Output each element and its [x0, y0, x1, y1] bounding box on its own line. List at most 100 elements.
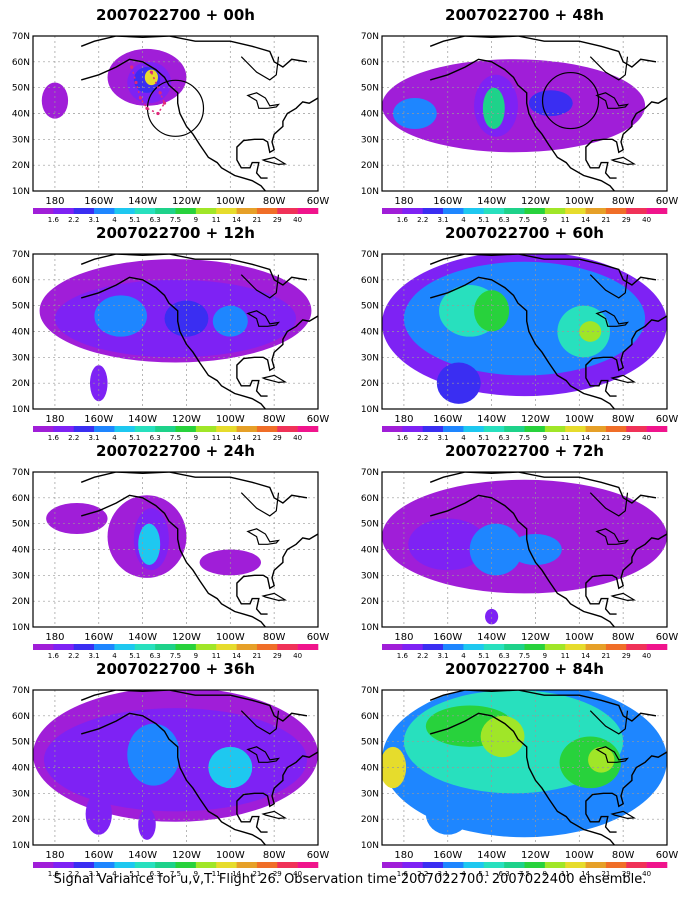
variance-contour [469, 523, 523, 576]
colorbar-label: 21 [601, 870, 610, 878]
colorbar-swatch [524, 426, 546, 432]
colorbar-swatch [565, 862, 586, 868]
coastline [430, 712, 616, 845]
colorbar-label: 21 [252, 216, 261, 224]
colorbar-swatch [585, 426, 607, 432]
colorbar-label: 29 [273, 216, 282, 224]
lat-tick-label: 40N [361, 328, 379, 338]
colorbar-swatch [544, 208, 566, 214]
colorbar-label: 1.6 [48, 870, 60, 878]
colorbar-label: 2.2 [68, 216, 79, 224]
colorbar-swatch [236, 644, 258, 650]
colorbar-label: 29 [273, 870, 282, 878]
lat-tick-label: 60N [361, 494, 379, 504]
map-panel: 2007022700 + 12h 10N 20N 30N 40N 50N 60N 70N 180… [3, 224, 348, 442]
colorbar-swatch [114, 862, 136, 868]
colorbar-label: 21 [601, 216, 610, 224]
caribbean-islands [610, 374, 637, 384]
lat-tick-label: 30N [361, 789, 379, 799]
colorbar-swatch [53, 426, 75, 432]
panel-title: 2007022700 + 12h [96, 224, 255, 242]
lon-tick-label: 180 [45, 414, 64, 425]
variance-contour [485, 608, 499, 625]
map-panel: 2007022700 + 60h 10N 20N 30N 40N 50N 60N 70N 180… [352, 224, 697, 442]
colorbar-swatch [256, 426, 278, 432]
colorbar-swatch [646, 862, 668, 868]
colorbar-swatch [195, 862, 217, 868]
panel-title: 2007022700 + 48h [445, 6, 604, 24]
lat-tick-label: 10N [361, 187, 379, 197]
colorbar-swatch [94, 426, 115, 432]
lon-tick-label: 180 [394, 196, 413, 207]
colorbar-label: 11 [561, 216, 570, 224]
coastline [429, 254, 657, 286]
coastline [585, 97, 667, 179]
colorbar-swatch [565, 644, 586, 650]
lat-tick-label: 70N [361, 250, 379, 260]
colorbar-swatch [585, 208, 607, 214]
hudson-bay [589, 710, 629, 735]
colorbar-swatch [134, 426, 156, 432]
colorbar-swatch [256, 862, 278, 868]
colorbar-swatch [236, 208, 258, 214]
lon-tick-label: 100W [565, 632, 594, 643]
lat-tick-label: 40N [361, 110, 379, 120]
colorbar-swatch [463, 426, 485, 432]
lat-tick-label: 20N [12, 379, 30, 389]
lon-tick-label: 120W [521, 196, 550, 207]
great-lakes [246, 528, 281, 545]
variance-map: 10N 20N 30N 40N 50N 60N 70N 180 160W 140W 120W 100W… [12, 250, 330, 442]
colorbar-swatch [402, 426, 424, 432]
map-panel: 2007022700 + 00h 10N 20N 30N 40N 50N 60N 70N 180… [3, 6, 348, 224]
colorbar-swatch [565, 208, 586, 214]
lat-tick-label: 70N [361, 32, 379, 42]
panel-title: 2007022700 + 72h [445, 442, 604, 460]
colorbar-label: 7.5 [170, 216, 181, 224]
lon-tick-label: 120W [172, 414, 201, 425]
lat-tick-label: 50N [361, 302, 379, 312]
colorbar-label: 40 [642, 652, 651, 660]
colorbar-label: 9 [194, 870, 198, 878]
colorbar-swatch [155, 862, 176, 868]
colorbar-swatch [646, 644, 668, 650]
colorbar-label: 7.5 [170, 434, 181, 442]
variance-map: 10N 20N 30N 40N 50N 60N 70N 180 160W 140W 120W 100W… [361, 686, 679, 878]
lon-tick-label: 60W [656, 850, 679, 861]
coastline [430, 58, 616, 191]
colorbar-swatch [605, 862, 627, 868]
colorbar-label: 5.1 [129, 216, 140, 224]
variance-contour [392, 98, 437, 129]
colorbar-label: 4 [461, 652, 466, 660]
colorbar-swatch [216, 208, 237, 214]
variance-contour [403, 261, 646, 376]
colorbar-label: 3.1 [438, 434, 449, 442]
lon-tick-label: 180 [394, 632, 413, 643]
colorbar-label: 1.6 [48, 216, 60, 224]
lat-tick-label: 10N [12, 187, 30, 197]
colorbar-label: 5.1 [129, 652, 140, 660]
map-frame [381, 689, 668, 846]
colorbar-swatch [646, 208, 668, 214]
colorbar-swatch [94, 862, 115, 868]
lon-tick-label: 180 [45, 196, 64, 207]
lon-tick-label: 100W [216, 414, 245, 425]
colorbar-label: 3.1 [89, 870, 100, 878]
lat-tick-label: 70N [12, 686, 30, 696]
colorbar-swatch [33, 426, 54, 432]
colorbar-label: 2.2 [68, 870, 79, 878]
lat-tick-label: 10N [361, 405, 379, 415]
lat-tick-label: 10N [361, 623, 379, 633]
colorbar-label: 7.5 [519, 434, 530, 442]
colorbar-label: 6.3 [499, 870, 510, 878]
colorbar-swatch [53, 644, 75, 650]
lat-tick-label: 20N [12, 815, 30, 825]
colorbar-label: 29 [622, 652, 631, 660]
caribbean-islands [610, 156, 637, 166]
colorbar-label: 2.2 [417, 870, 428, 878]
coastline [585, 751, 667, 833]
variance-map: 10N 20N 30N 40N 50N 60N 70N 180 160W 140W 120W 100W… [12, 32, 330, 224]
panel-title: 2007022700 + 84h [445, 660, 604, 678]
caribbean-islands [610, 810, 637, 820]
lat-tick-label: 30N [12, 571, 30, 581]
lat-tick-label: 40N [12, 328, 30, 338]
